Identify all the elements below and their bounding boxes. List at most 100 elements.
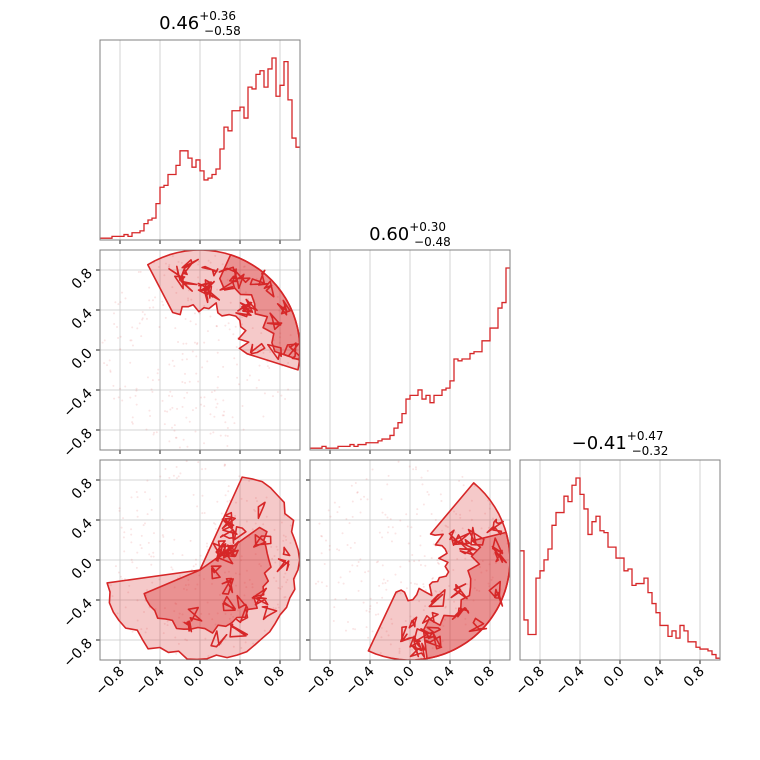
sample-point: [138, 322, 141, 325]
sample-point: [103, 339, 106, 342]
sample-point: [254, 496, 257, 499]
sample-point: [185, 342, 188, 345]
sample-point: [122, 517, 125, 520]
sample-point: [377, 613, 380, 616]
sample-point: [103, 362, 106, 365]
sample-point: [337, 581, 340, 584]
sample-point: [145, 627, 148, 630]
sample-point: [426, 469, 429, 472]
sample-point: [217, 339, 220, 342]
sample-point: [235, 363, 238, 366]
contour-hole: [224, 540, 240, 557]
sample-point: [155, 431, 158, 434]
sample-point: [252, 642, 255, 645]
sample-point: [275, 545, 278, 548]
contour-hole: [488, 580, 501, 599]
sample-point: [159, 475, 162, 478]
sample-point: [289, 524, 292, 527]
sample-point: [391, 526, 394, 529]
sample-point: [284, 572, 287, 575]
sample-point: [406, 525, 409, 528]
sample-point: [122, 536, 125, 539]
sample-point: [478, 590, 481, 593]
sample-point: [283, 576, 286, 579]
sample-point: [151, 390, 154, 393]
sample-point: [334, 598, 337, 601]
sample-point: [271, 557, 274, 560]
contour-hole: [210, 630, 228, 648]
sample-point: [381, 582, 384, 585]
sample-point: [436, 561, 439, 564]
sample-point: [135, 490, 138, 493]
sample-point: [374, 613, 377, 616]
sample-point: [446, 526, 449, 529]
sample-point: [282, 539, 285, 542]
y-tick-label: −0.8: [60, 636, 95, 671]
sample-point: [415, 468, 418, 471]
sample-point: [177, 341, 180, 344]
sample-point: [162, 632, 165, 635]
y-tick-label: 0.8: [69, 266, 96, 293]
sample-point: [416, 508, 419, 511]
sample-point: [152, 551, 155, 554]
sample-point: [424, 564, 427, 567]
sample-point: [223, 464, 226, 467]
sample-point: [161, 534, 164, 537]
sample-point: [244, 641, 247, 644]
title-param-2: −0.41+0.47 −0.32: [572, 429, 669, 458]
sample-point: [444, 524, 447, 527]
sample-point: [201, 512, 204, 515]
sample-point: [333, 606, 336, 609]
contour-hole: [222, 595, 236, 612]
sample-point: [356, 564, 359, 567]
contour-hole: [219, 281, 236, 291]
sample-point: [464, 557, 467, 560]
sample-point: [120, 526, 123, 529]
sample-point: [240, 316, 243, 319]
sample-point: [131, 326, 134, 329]
sample-point: [487, 526, 490, 529]
sample-point: [221, 414, 224, 417]
sample-point: [181, 380, 184, 383]
contour-hole: [266, 312, 283, 331]
contour-hole: [421, 611, 439, 624]
sample-point: [203, 341, 206, 344]
sample-point: [241, 405, 244, 408]
sample-point: [116, 326, 119, 329]
sample-point: [114, 301, 117, 304]
sample-point: [175, 436, 178, 439]
sample-point: [146, 513, 149, 516]
sample-point: [461, 527, 464, 530]
sample-point: [224, 463, 227, 466]
sample-point: [357, 589, 360, 592]
sample-point: [263, 629, 266, 632]
x-tick-label: 0.0: [181, 664, 208, 691]
sample-point: [112, 312, 115, 315]
sample-point: [413, 560, 416, 563]
sample-point: [437, 562, 440, 565]
sample-point: [106, 364, 109, 367]
sample-point: [236, 609, 239, 612]
sample-point: [240, 555, 243, 558]
sample-point: [286, 578, 289, 581]
sample-point: [325, 539, 328, 542]
sample-point: [174, 602, 177, 605]
sample-point: [214, 398, 217, 401]
sample-point: [251, 583, 254, 586]
contour-hole: [241, 301, 253, 313]
sample-point: [177, 260, 180, 263]
sample-point: [369, 607, 372, 610]
sample-point: [109, 369, 112, 372]
sample-point: [164, 262, 167, 265]
sample-point: [327, 509, 330, 512]
sample-point: [120, 578, 123, 581]
sample-point: [130, 533, 133, 536]
contour-hole: [276, 558, 290, 573]
sample-point: [345, 629, 348, 632]
sample-point: [193, 341, 196, 344]
sample-point: [184, 317, 187, 320]
density-fill-outer: [147, 250, 300, 370]
sample-point: [235, 584, 238, 587]
sample-point: [424, 589, 427, 592]
sample-point: [422, 583, 425, 586]
